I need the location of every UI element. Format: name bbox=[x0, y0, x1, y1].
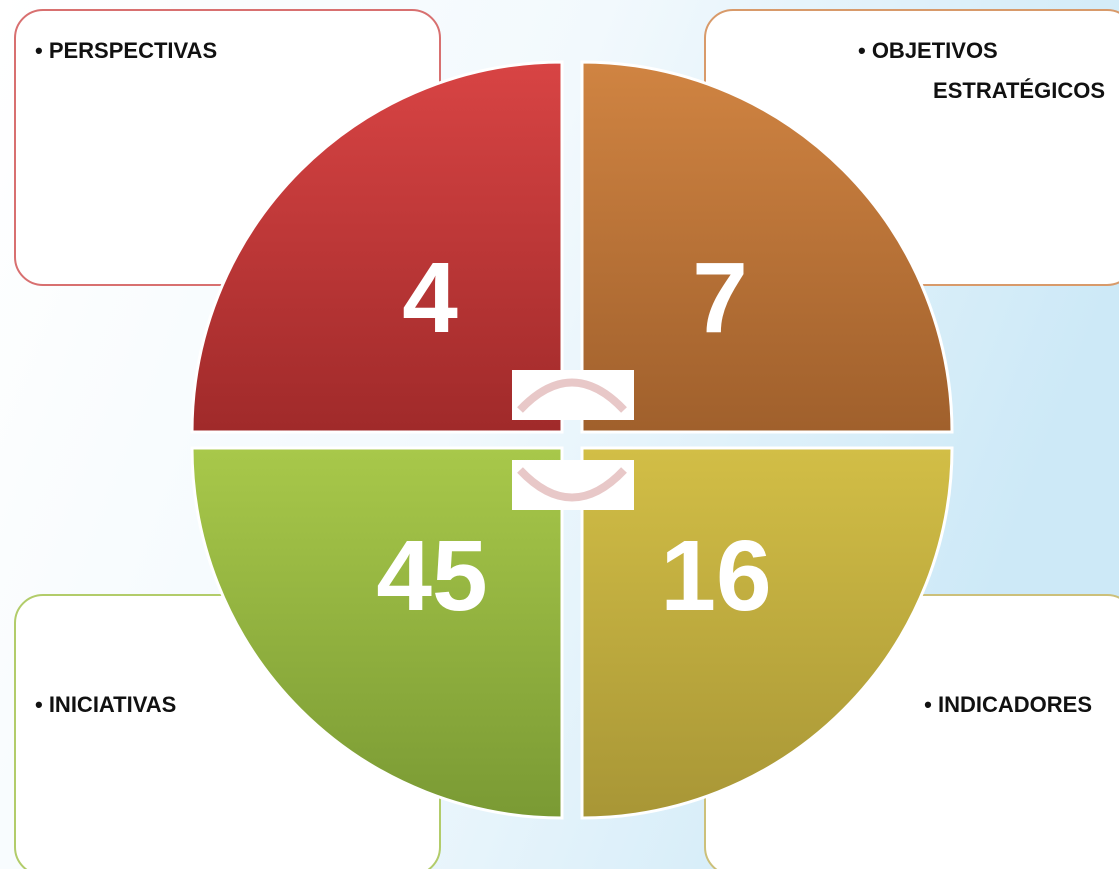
quadrant bbox=[190, 446, 564, 820]
label: • OBJETIVOS bbox=[858, 38, 998, 63]
count: 16 bbox=[660, 520, 771, 632]
label: • INDICADORES bbox=[924, 692, 1092, 717]
cycle-arrow bbox=[517, 378, 627, 413]
quadrant bbox=[580, 446, 954, 820]
quadrant bbox=[190, 60, 564, 434]
count: 4 bbox=[402, 242, 458, 354]
quadrant bbox=[580, 60, 954, 434]
label: ESTRATÉGICOS bbox=[933, 78, 1105, 103]
arrow-box bbox=[512, 370, 634, 420]
label: • INICIATIVAS bbox=[35, 692, 176, 717]
arrow-box bbox=[512, 460, 634, 510]
cycle-arrow bbox=[517, 467, 627, 502]
count: 7 bbox=[692, 242, 748, 354]
label: • PERSPECTIVAS bbox=[35, 38, 217, 63]
count: 45 bbox=[376, 520, 487, 632]
